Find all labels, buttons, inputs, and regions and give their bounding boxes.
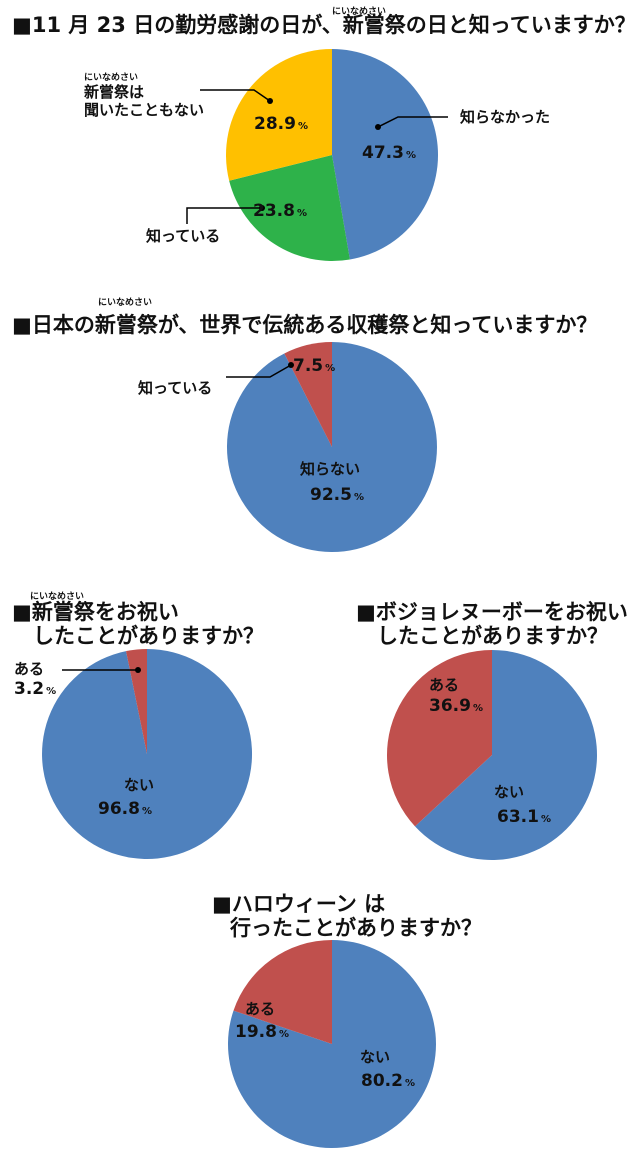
slice-value-label: 80.2% [361,1071,415,1091]
leader-line [377,116,448,128]
chart-title: ■日本の新嘗祭が、世界で伝統ある収穫祭と知っていますか？ [12,313,597,337]
slice-category-label: ある [429,676,459,694]
chart-title: 行ったことがありますか？ [229,916,482,940]
percent-unit: % [298,121,308,132]
chart-title: したことがありますか？ [377,624,608,648]
slice-value: 28.9 [254,114,296,134]
percent-unit: % [46,686,56,697]
percent-unit: % [354,492,364,503]
slice-value-label: 3.2% [14,679,56,699]
percent-unit: % [473,703,483,714]
pie-slice [284,342,332,447]
pie-slice [233,939,332,1044]
slice-value-label: 28.9% [254,114,308,134]
slice-value: 47.3 [362,143,404,163]
pie-slice [386,650,492,827]
pie-slice [332,48,439,260]
slice-category-label: ある [14,660,44,678]
slice-value: 96.8 [98,799,140,819]
slice-value: 19.8 [235,1022,277,1042]
slice-category-label: ある [245,1000,275,1018]
slice-value-label: 7.5% [293,356,335,376]
slice-value-label: 63.1% [497,807,551,827]
pie-slice [42,648,253,859]
percent-unit: % [405,1078,415,1089]
chart-title: ■ボジョレヌーボーをお祝い [356,600,628,624]
percent-unit: % [279,1029,289,1040]
percent-unit: % [142,806,152,817]
chart-title: ■新嘗祭をお祝い [12,600,179,624]
chart-title: ■11 月 23 日の勤労感謝の日が、新嘗祭の日と知っていますか？ [12,13,636,37]
title-ruby: にいなめさい [30,591,84,602]
slice-value-label: 92.5% [310,485,364,505]
leader-line [200,89,271,102]
slice-value: 23.8 [253,201,295,221]
slice-value: 63.1 [497,807,539,827]
slice-value: 7.5 [293,356,323,376]
slice-category-label: 聞いたこともない [84,101,204,119]
slice-value: 36.9 [429,696,471,716]
leader-line [186,207,262,224]
pie-slice [229,155,350,262]
slice-value-label: 23.8% [253,201,307,221]
slice-value: 92.5 [310,485,352,505]
slice-value-label: 47.3% [362,143,416,163]
pie-slice [415,650,597,860]
pie-slice [227,940,436,1149]
category-ruby: にいなめさい [84,72,138,83]
title-ruby: にいなめさい [332,6,386,17]
percent-unit: % [325,363,335,374]
slice-category-label: 新嘗祭は [84,83,144,101]
percent-unit: % [406,150,416,161]
slice-value: 80.2 [361,1071,403,1091]
title-ruby: にいなめさい [98,297,152,308]
slice-category-label: ない [360,1048,390,1066]
leader-dot [135,667,141,673]
chart-title: したことがありますか？ [33,624,264,648]
slice-category-label: ない [494,783,524,801]
pie-slice [226,49,332,181]
slice-category-label: 知らない [300,460,360,478]
leader-dot [288,362,294,368]
pie-chart-1: ■11 月 23 日の勤労感謝の日が、新嘗祭の日と知っていますか？にいなめさい知… [12,6,636,262]
pie-slice [226,342,437,552]
slice-category-label: 知っている [138,379,212,397]
percent-unit: % [297,208,307,219]
leader-line [226,364,292,378]
percent-unit: % [541,814,551,825]
leader-dot [259,205,265,211]
pie-slice [126,649,147,754]
leader-dot [267,98,273,104]
slice-value-label: 19.8% [235,1022,289,1042]
leader-dot [375,124,381,130]
slice-value: 3.2 [14,679,44,699]
slice-category-label: 知らなかった [460,108,550,126]
slice-category-label: ない [124,776,154,794]
slice-category-label: 知っている [146,227,220,245]
slice-value-label: 96.8% [98,799,152,819]
chart-title: ■ハロウィーン は [212,892,385,916]
slice-value-label: 36.9% [429,696,483,716]
